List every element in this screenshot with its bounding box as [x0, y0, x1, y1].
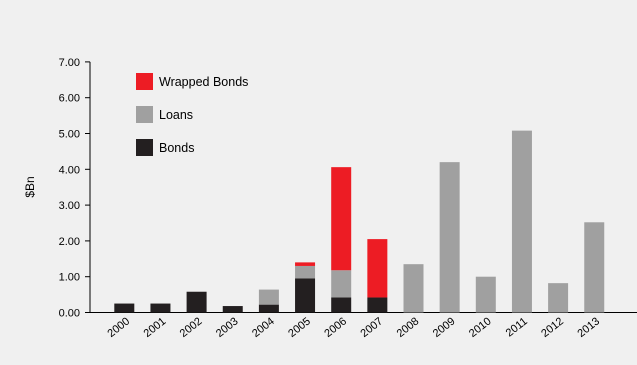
- legend-swatch: [136, 73, 153, 90]
- y-tick-label: 4.00: [59, 164, 80, 176]
- y-tick-label: 0.00: [59, 308, 80, 320]
- legend-swatch: [136, 139, 153, 156]
- legend: Wrapped Bonds Loans Bonds: [136, 73, 248, 156]
- bar-bonds: [331, 297, 352, 313]
- bar-wrapped-bonds: [367, 239, 388, 298]
- bar-loans: [439, 162, 460, 313]
- y-tick-label: 3.00: [59, 200, 80, 212]
- bar-bonds: [114, 303, 135, 313]
- bar-wrapped-bonds: [295, 262, 316, 266]
- bar-loans: [403, 264, 424, 313]
- y-axis-title: $Bn: [23, 176, 37, 197]
- y-tick-label: 7.00: [59, 57, 80, 69]
- y-tick-label: 5.00: [59, 129, 80, 141]
- bar-bonds: [222, 306, 243, 313]
- bar-bonds: [150, 303, 171, 313]
- bar-loans: [331, 270, 352, 298]
- legend-swatch: [136, 106, 153, 123]
- bar-loans: [258, 289, 279, 305]
- bar-bonds: [295, 278, 316, 313]
- bar-bonds: [186, 291, 207, 313]
- bar-wrapped-bonds: [331, 167, 352, 271]
- bar-loans: [475, 276, 496, 313]
- bars: [114, 130, 605, 313]
- bar-loans: [584, 222, 605, 313]
- legend-label: Loans: [159, 108, 193, 122]
- y-tick-label: 1.00: [59, 272, 80, 284]
- y-tick-label: 2.00: [59, 236, 80, 248]
- y-axis: 0.00 1.00 2.00 3.00 4.00 5.00 6.00 7.00: [59, 57, 91, 320]
- bar-bonds: [258, 304, 279, 313]
- bar-loans: [295, 265, 316, 279]
- bar-loans: [511, 130, 532, 313]
- legend-label: Wrapped Bonds: [159, 75, 248, 89]
- bar-bonds: [367, 297, 388, 313]
- legend-label: Bonds: [159, 141, 194, 155]
- y-tick-label: 6.00: [59, 93, 80, 105]
- bar-loans: [548, 283, 569, 313]
